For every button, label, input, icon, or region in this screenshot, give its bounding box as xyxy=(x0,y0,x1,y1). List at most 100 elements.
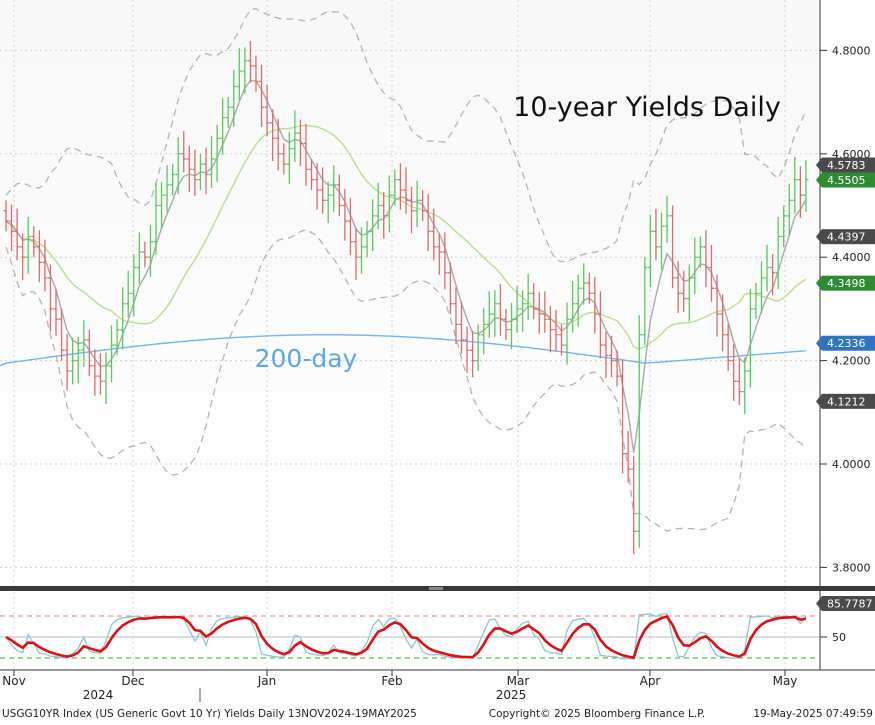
ohlc-bars xyxy=(3,41,809,554)
ma-200-line xyxy=(0,334,806,367)
ohlc-bar xyxy=(359,227,365,274)
ohlc-bar xyxy=(725,324,731,371)
x-tick-label: Nov xyxy=(2,674,25,688)
ohlc-bar xyxy=(225,96,231,128)
ohlc-bar xyxy=(581,263,587,305)
ohlc-bar xyxy=(103,352,109,405)
ohlc-bar xyxy=(370,199,376,251)
x-axis: Nov Dec Jan Feb Mar Apr May xyxy=(2,670,797,688)
ohlc-bar xyxy=(742,357,748,415)
ohlc-bar xyxy=(314,163,320,210)
ohlc-bar xyxy=(431,208,437,261)
ohlc-bar xyxy=(325,181,331,224)
ohlc-bar xyxy=(714,274,720,337)
ohlc-bar xyxy=(331,165,337,212)
ohlc-bar xyxy=(9,204,15,251)
ohlc-bar xyxy=(386,175,392,233)
ohlc-bar xyxy=(675,261,681,314)
ohlc-bar xyxy=(797,166,803,218)
ohlc-bar xyxy=(509,302,515,350)
ohlc-bar xyxy=(342,188,348,241)
ohlc-bar xyxy=(403,167,409,214)
ohlc-bar xyxy=(564,302,570,365)
ohlc-bar xyxy=(242,47,248,94)
price-tag-green: 4.3498 xyxy=(816,275,875,291)
ohlc-bar xyxy=(347,198,353,256)
ohlc-bar xyxy=(720,294,726,352)
ohlc-bar xyxy=(503,308,509,340)
ohlc-bar xyxy=(731,344,737,401)
ohlc-bar xyxy=(353,228,359,280)
x-tick-label: May xyxy=(773,674,798,688)
ohlc-bar xyxy=(459,301,465,354)
ohlc-bar xyxy=(159,181,165,229)
ohlc-bar xyxy=(264,84,270,137)
ohlc-bar xyxy=(414,180,420,228)
x-tick-label: Feb xyxy=(381,674,402,688)
ohlc-bar xyxy=(486,291,492,338)
ohlc-bar xyxy=(475,324,481,371)
ohlc-bar xyxy=(597,291,603,359)
ohlc-bar xyxy=(147,225,153,277)
ohlc-bar xyxy=(36,230,42,283)
price-tag-label: 4.5505 xyxy=(827,174,866,187)
chart-title: 10-year Yields Daily xyxy=(513,92,781,123)
x-tick-label: Apr xyxy=(640,674,661,688)
ohlc-bar xyxy=(25,216,31,274)
ohlc-bar xyxy=(575,274,581,327)
ohlc-bar xyxy=(642,257,648,346)
ohlc-bar xyxy=(153,182,159,256)
bollinger-lower xyxy=(5,228,807,532)
x-tick-label: Jan xyxy=(257,674,277,688)
osc-slow-line xyxy=(5,614,807,660)
ohlc-bar xyxy=(520,290,526,332)
ohlc-bar xyxy=(592,276,598,334)
ohlc-bar xyxy=(81,320,87,367)
ohlc-bar xyxy=(303,123,309,186)
ohlc-bar xyxy=(436,233,442,275)
ohlc-bar xyxy=(142,241,148,268)
price-tag-gray: 4.5783 xyxy=(816,157,875,173)
ohlc-bar xyxy=(647,214,653,288)
price-tag-gray: 4.4397 xyxy=(816,229,875,245)
ohlc-bar xyxy=(64,333,70,391)
ohlc-bar xyxy=(514,286,520,333)
ohlc-bar xyxy=(686,264,692,322)
ohlc-bar xyxy=(86,329,92,377)
ohlc-bar xyxy=(247,41,253,83)
ohlc-bar xyxy=(125,270,131,318)
ohlc-bar xyxy=(775,216,781,290)
x-tick-label: Mar xyxy=(507,674,530,688)
ohlc-bar xyxy=(75,336,81,384)
ohlc-bar xyxy=(197,153,203,190)
ohlc-bar xyxy=(31,226,37,258)
ohlc-bar xyxy=(747,289,753,388)
y-tick-label: 4.4000 xyxy=(832,251,871,264)
ohlc-bar xyxy=(420,189,426,222)
footer-ticker: USGG10YR Index (US Generic Govt 10 Yr) Y… xyxy=(2,708,417,720)
price-tag-label: 4.1212 xyxy=(827,395,866,408)
ohlc-bar xyxy=(453,287,459,345)
price-tags: 4.5783 4.5505 4.4397 4.3498 4.2336 4.1212 xyxy=(816,157,875,409)
ohlc-bar xyxy=(253,55,259,92)
y-tick-label: 4.0000 xyxy=(832,458,871,471)
ohlc-bar xyxy=(181,131,187,173)
ohlc-bar xyxy=(492,290,498,337)
ohlc-bar xyxy=(753,283,759,320)
ohlc-bar xyxy=(392,169,398,206)
ohlc-bar xyxy=(175,137,181,195)
ohlc-bar xyxy=(559,324,564,356)
ohlc-bar xyxy=(570,280,576,333)
price-tag-label: 4.4397 xyxy=(827,231,866,244)
ohlc-bar xyxy=(631,455,637,554)
bollinger-bands xyxy=(5,8,807,532)
y-tick-label: 3.8000 xyxy=(832,561,871,574)
ohlc-bar xyxy=(3,200,9,232)
bollinger-upper xyxy=(5,8,807,263)
price-tag-label: 4.5783 xyxy=(827,159,866,172)
ohlc-bar xyxy=(447,262,453,315)
price-tag-blue: 4.2336 xyxy=(816,335,875,351)
ohlc-bar xyxy=(614,350,620,387)
